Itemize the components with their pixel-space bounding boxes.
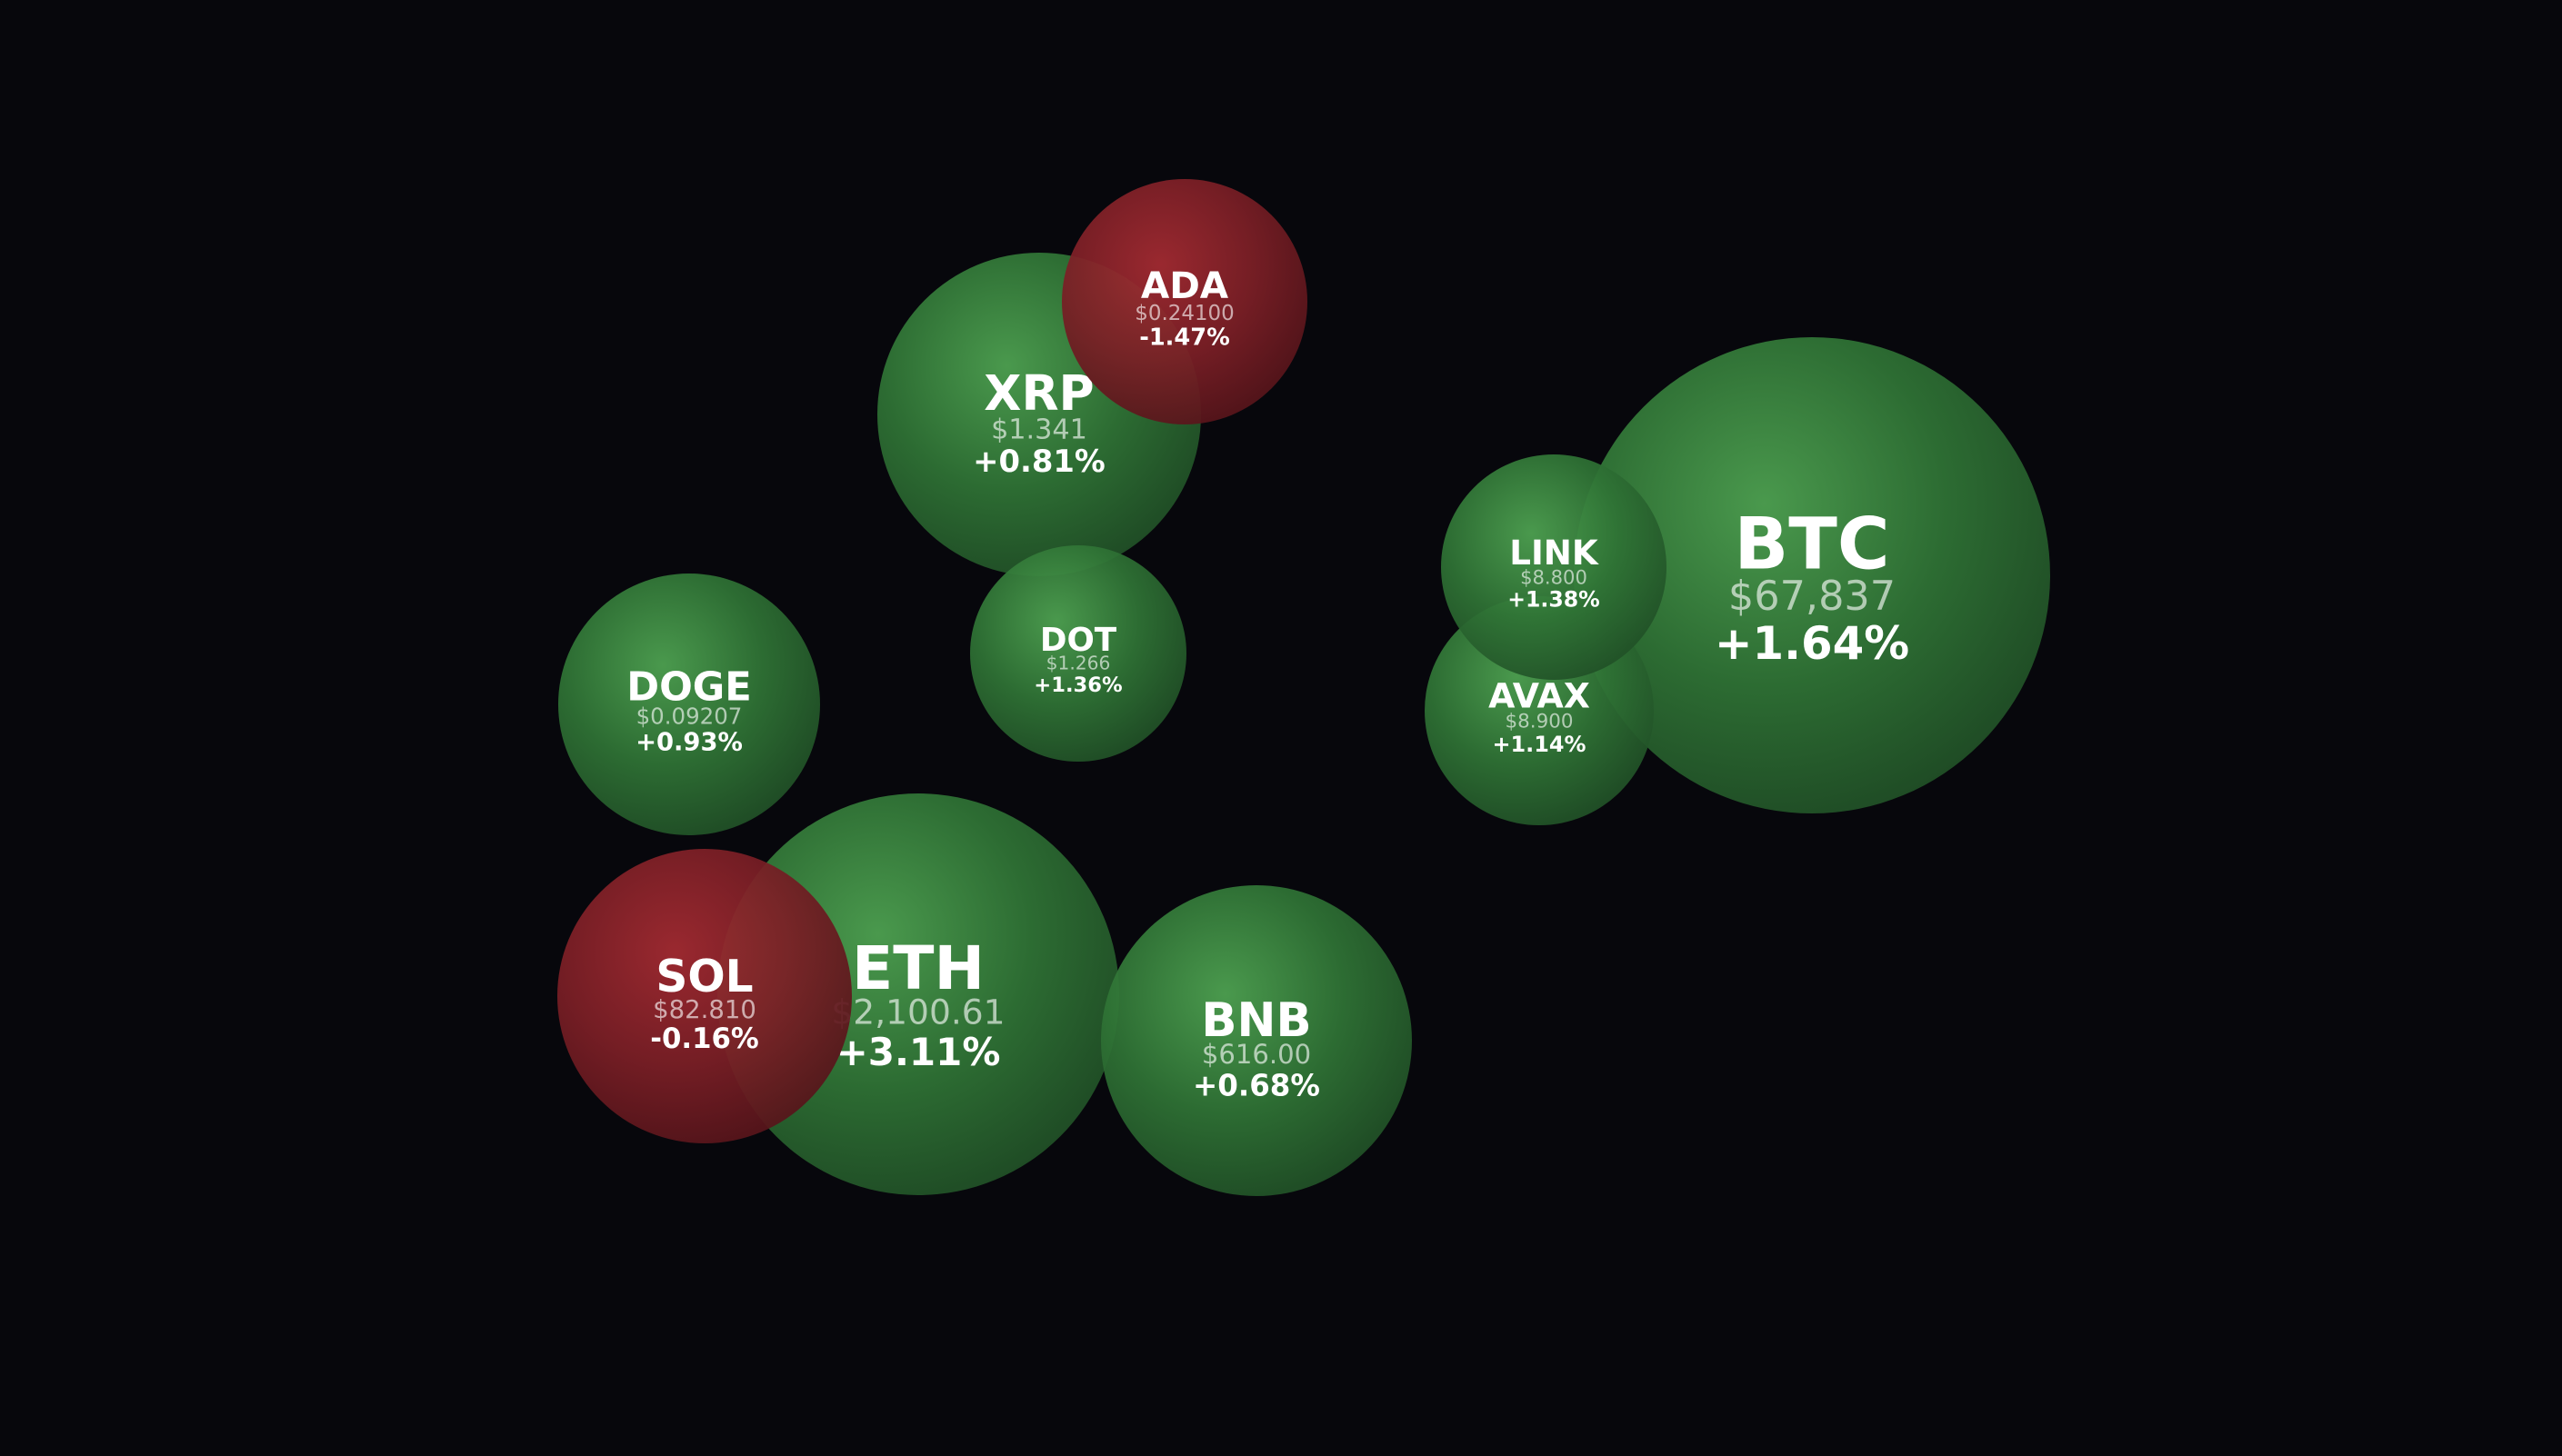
coin-price: $0.24100 <box>1135 302 1234 325</box>
bubble-circle[interactable] <box>1441 454 1666 680</box>
coin-price: $67,837 <box>1728 573 1896 620</box>
coin-symbol: ETH <box>852 932 985 1003</box>
bubble-circle[interactable] <box>1574 337 2050 813</box>
coin-bubble[interactable]: ETH$2,100.61+3.11% <box>717 793 1119 1195</box>
coin-bubble[interactable]: ADA$0.24100-1.47% <box>1062 179 1307 424</box>
coin-change: +0.93% <box>635 729 743 757</box>
coin-price: $0.09207 <box>636 703 743 729</box>
coin-change: +0.81% <box>973 444 1106 479</box>
coin-change: +0.68% <box>1193 1068 1320 1102</box>
bubble-circle[interactable] <box>1101 885 1412 1196</box>
coin-price: $2,100.61 <box>831 992 1005 1032</box>
bubble-circle[interactable] <box>970 545 1186 762</box>
bubble-circle[interactable] <box>717 793 1119 1195</box>
coin-price: $1.341 <box>991 414 1087 445</box>
coin-symbol: XRP <box>984 364 1094 422</box>
coin-change: -0.16% <box>650 1022 759 1055</box>
coin-bubble[interactable]: BNB$616.00+0.68% <box>1101 885 1412 1196</box>
coin-bubble[interactable]: SOL$82.810-0.16% <box>557 849 852 1143</box>
coin-symbol: ADA <box>1141 264 1229 307</box>
coin-price: $616.00 <box>1202 1039 1311 1070</box>
coin-change: +1.38% <box>1507 587 1599 613</box>
bubble-circle[interactable] <box>557 849 852 1143</box>
coin-symbol: DOGE <box>626 665 752 711</box>
coin-price: $8.900 <box>1506 711 1574 733</box>
coin-change: +1.36% <box>1034 673 1122 697</box>
bubble-circle[interactable] <box>558 573 820 835</box>
coin-symbol: LINK <box>1509 533 1599 573</box>
coin-symbol: DOT <box>1040 622 1117 659</box>
coin-symbol: AVAX <box>1488 676 1590 716</box>
coin-price: $1.266 <box>1046 652 1111 673</box>
coin-symbol: BNB <box>1201 993 1311 1048</box>
coin-change: -1.47% <box>1139 324 1230 352</box>
coin-price: $8.800 <box>1520 565 1587 588</box>
coin-symbol: SOL <box>656 952 753 1002</box>
coin-change: +3.11% <box>836 1030 1001 1074</box>
coin-bubble[interactable]: DOT$1.266+1.36% <box>970 545 1186 762</box>
coin-bubble[interactable]: DOGE$0.09207+0.93% <box>558 573 820 835</box>
coin-price: $82.810 <box>653 995 756 1024</box>
coin-bubble[interactable]: BTC$67,837+1.64% <box>1574 337 2050 813</box>
coin-change: +1.14% <box>1492 732 1586 757</box>
coin-symbol: BTC <box>1734 503 1889 586</box>
coin-change: +1.64% <box>1715 617 1909 670</box>
bubble-circle[interactable] <box>1062 179 1307 424</box>
coin-bubble[interactable]: LINK$8.800+1.38% <box>1441 454 1666 680</box>
